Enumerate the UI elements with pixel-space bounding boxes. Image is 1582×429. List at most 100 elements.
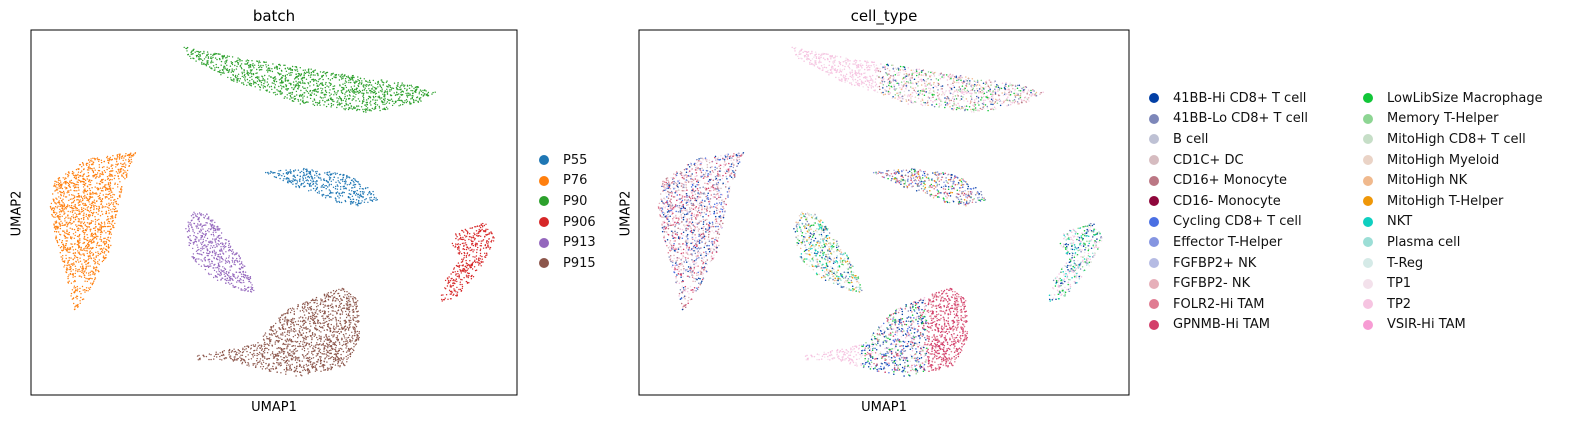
- point: [256, 349, 258, 351]
- point: [342, 359, 344, 361]
- point: [105, 188, 107, 190]
- point: [228, 354, 230, 356]
- point: [71, 263, 73, 265]
- point: [261, 348, 264, 350]
- point: [119, 181, 121, 183]
- point: [367, 109, 369, 111]
- point: [92, 193, 94, 195]
- point: [198, 224, 200, 226]
- point: [339, 194, 341, 197]
- point: [297, 88, 299, 90]
- point: [109, 222, 111, 225]
- point: [78, 210, 80, 213]
- point: [67, 261, 69, 263]
- point: [349, 311, 351, 313]
- point: [272, 63, 274, 65]
- point: [378, 91, 380, 93]
- point: [271, 82, 273, 84]
- point: [337, 363, 339, 365]
- point: [108, 232, 111, 235]
- point: [68, 280, 70, 282]
- point: [240, 66, 242, 69]
- point: [230, 62, 233, 64]
- point: [402, 84, 404, 86]
- point: [370, 196, 372, 199]
- point: [291, 91, 294, 94]
- point: [99, 173, 101, 175]
- point: [480, 240, 482, 242]
- point: [210, 53, 212, 56]
- point: [73, 176, 76, 179]
- point: [89, 207, 92, 209]
- point: [52, 211, 55, 214]
- point: [81, 249, 83, 251]
- point: [210, 245, 212, 247]
- point: [89, 181, 92, 183]
- point: [321, 195, 324, 197]
- point: [289, 67, 291, 69]
- point: [247, 354, 249, 356]
- point: [384, 96, 386, 98]
- point: [257, 64, 260, 67]
- point: [403, 85, 405, 88]
- point: [74, 280, 76, 283]
- point: [192, 256, 194, 258]
- point: [355, 202, 357, 204]
- point: [73, 287, 75, 289]
- point: [473, 239, 476, 241]
- point: [123, 157, 125, 159]
- point: [354, 186, 356, 188]
- point: [358, 202, 360, 205]
- point: [202, 228, 204, 230]
- point: [286, 94, 288, 96]
- point: [211, 251, 214, 254]
- point: [303, 173, 305, 175]
- point: [454, 289, 456, 291]
- point: [64, 264, 66, 266]
- point: [401, 82, 403, 84]
- point: [250, 289, 252, 291]
- point: [105, 212, 107, 215]
- point: [333, 85, 336, 87]
- point: [317, 102, 320, 104]
- point: [317, 88, 319, 90]
- point: [202, 214, 204, 216]
- point: [128, 159, 130, 162]
- point: [289, 74, 291, 76]
- point: [458, 275, 460, 277]
- point: [409, 102, 411, 104]
- point: [76, 235, 79, 238]
- point: [302, 345, 304, 348]
- point: [262, 85, 264, 87]
- point: [217, 235, 220, 237]
- point: [338, 79, 341, 81]
- point: [70, 179, 73, 182]
- point: [479, 226, 482, 229]
- point: [112, 164, 114, 166]
- point: [200, 229, 202, 232]
- point: [52, 193, 54, 195]
- point: [185, 228, 187, 230]
- point: [214, 221, 216, 224]
- point: [54, 180, 56, 183]
- point: [294, 176, 296, 179]
- point: [65, 243, 67, 245]
- point: [357, 194, 359, 196]
- point: [247, 81, 249, 84]
- point: [218, 237, 220, 240]
- point: [74, 243, 76, 245]
- point: [470, 275, 472, 278]
- point: [61, 187, 64, 190]
- point: [51, 213, 53, 216]
- point: [282, 325, 284, 327]
- point: [121, 157, 123, 159]
- point: [94, 278, 96, 281]
- point: [223, 66, 225, 69]
- point: [307, 92, 310, 94]
- point: [99, 238, 101, 240]
- point: [312, 170, 314, 172]
- point: [87, 262, 89, 265]
- point: [275, 176, 278, 179]
- point: [83, 271, 86, 273]
- point: [78, 164, 81, 166]
